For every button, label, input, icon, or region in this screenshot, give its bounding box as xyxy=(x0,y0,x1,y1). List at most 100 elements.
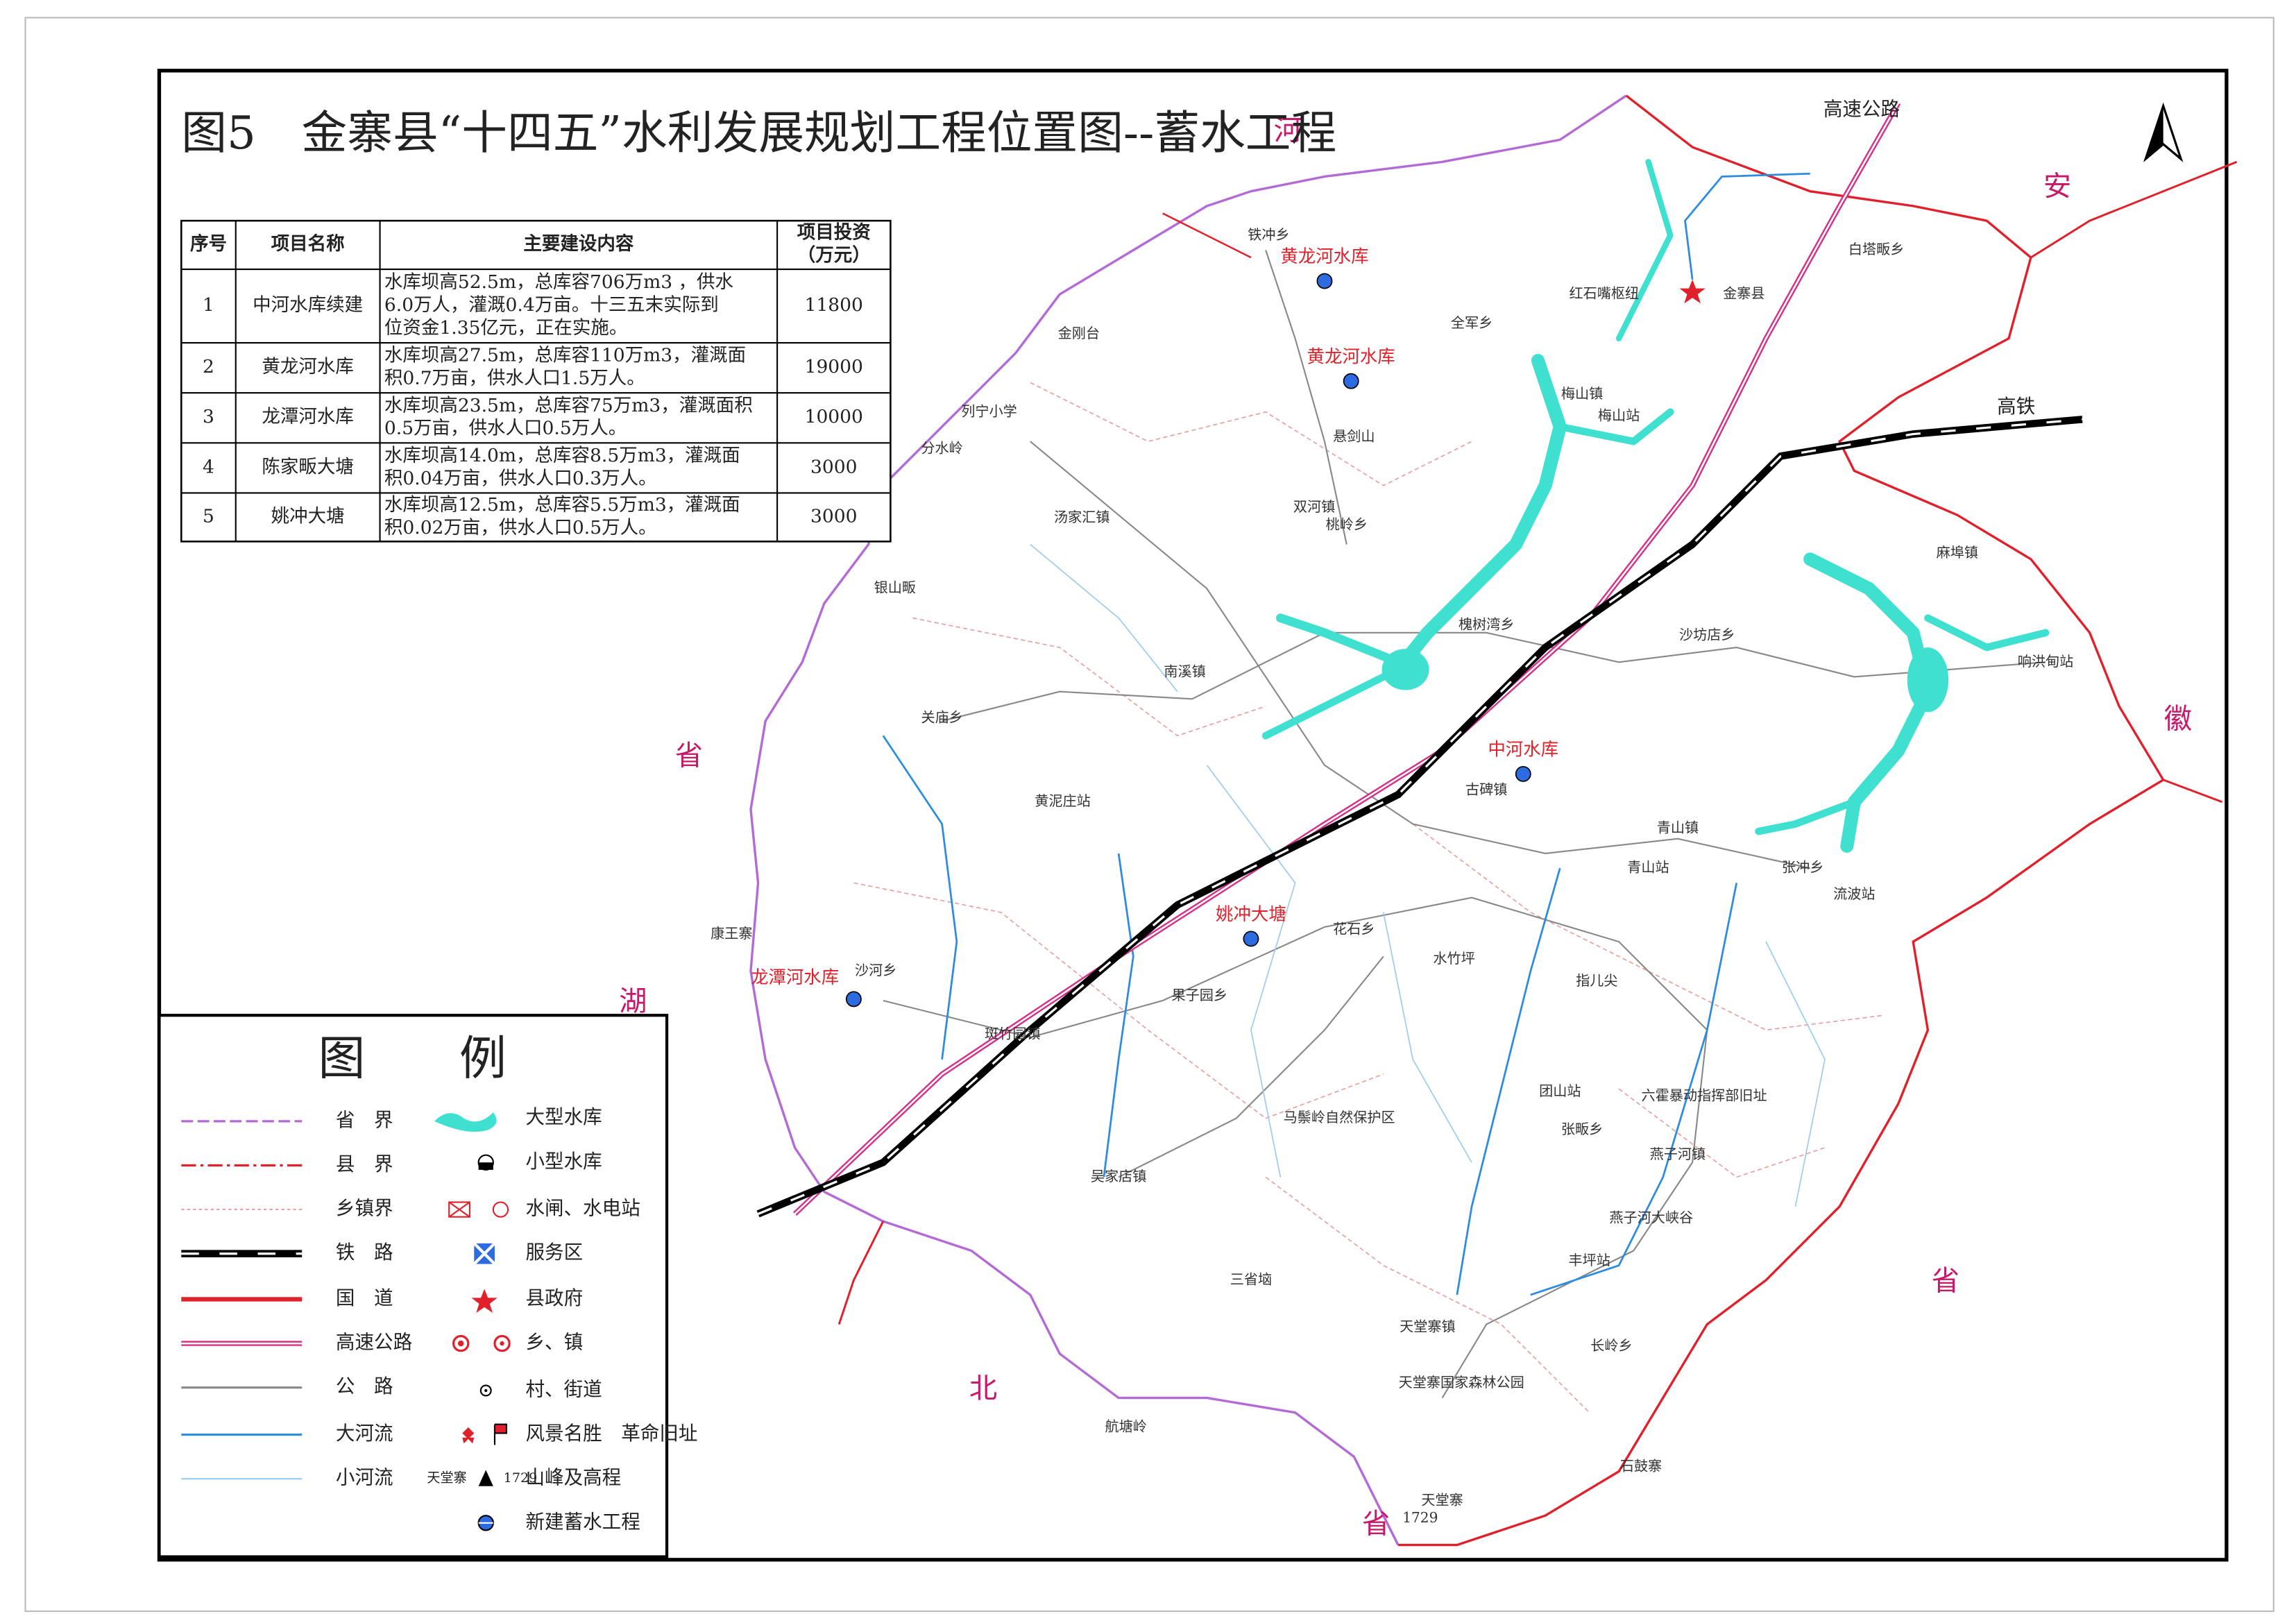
place-label: 金寨县 xyxy=(1723,285,1764,302)
table-cell: 3000 xyxy=(810,505,857,527)
expressway xyxy=(793,101,1901,1216)
reservoir xyxy=(1261,665,1402,740)
large-reservoirs xyxy=(1261,159,2050,853)
place-label: 沙河乡 xyxy=(855,962,896,978)
legend-symbol xyxy=(484,1388,488,1393)
legend-symbol xyxy=(478,1470,493,1486)
region-label: 湖 xyxy=(619,985,647,1018)
legend-label: 省 界 xyxy=(336,1109,393,1131)
road xyxy=(942,631,2046,722)
reservoir-label: 姚冲大塘 xyxy=(1216,903,1286,924)
place-label: 古碑镇 xyxy=(1465,781,1507,797)
table-cell: 姚冲大塘 xyxy=(271,505,345,527)
project-table: 序号 项目名称 主要建设内容 项目投资（万元） 1 中河水库续建水库坝高52.5m，总库容… xyxy=(180,219,892,543)
legend-peak-elevation: 1729 xyxy=(504,1470,538,1486)
legend-label: 服务区 xyxy=(525,1241,583,1264)
place-label: 金刚台 xyxy=(1058,325,1100,341)
legend-label: 山峰及高程 xyxy=(525,1467,621,1489)
place-label: 红石嘴枢纽 xyxy=(1570,285,1640,302)
legend-label: 村、街道 xyxy=(525,1378,602,1400)
outer-frame xyxy=(24,17,2274,1613)
table-cell: 3 xyxy=(203,406,214,427)
place-label: 铁冲乡 xyxy=(1248,226,1289,243)
reservoir xyxy=(1907,647,1949,713)
place-label: 丰坪站 xyxy=(1568,1252,1610,1268)
table-cell: 积0.02万亩，供水人口0.5万人。 xyxy=(384,517,657,538)
legend-symbol xyxy=(434,1112,497,1132)
legend-symbol xyxy=(448,1201,470,1218)
new-project-symbol xyxy=(845,991,862,1008)
road xyxy=(1118,955,1384,1178)
river xyxy=(1103,853,1134,1178)
legend-label: 新建蓄水工程 xyxy=(525,1511,640,1533)
table-cell: 19000 xyxy=(805,356,863,377)
table-cell: 水库坝高52.5m，总库容706万m3 ，供水 xyxy=(384,271,733,293)
region-label: 北 xyxy=(969,1372,997,1404)
place-label: 青山站 xyxy=(1627,859,1669,876)
table-cell: 黄龙河水库 xyxy=(262,356,354,377)
legend-symbol xyxy=(448,1201,470,1218)
small-rivers xyxy=(1030,543,1826,1207)
table-cell: 水库坝高23.5m，总库容75万m3，灌溉面积 xyxy=(384,395,753,416)
county-boundary xyxy=(1397,94,2166,1547)
small-river xyxy=(1765,941,1826,1207)
legend-label: 小型水库 xyxy=(525,1150,602,1173)
legend-title: 图 例 xyxy=(318,1032,507,1087)
place-label: 悬剑山 xyxy=(1333,427,1375,444)
small-river xyxy=(1382,912,1472,1163)
place-label: 燕子河镇 xyxy=(1650,1146,1706,1162)
table-cell: （万元） xyxy=(797,245,871,266)
place-label: 花石乡 xyxy=(1333,921,1375,937)
place-label: 长岭乡 xyxy=(1590,1337,1632,1354)
legend-label: 风景名胜 革命旧址 xyxy=(525,1422,697,1445)
place-label: 六霍暴动指挥部旧址 xyxy=(1642,1087,1767,1103)
legend-label: 乡镇界 xyxy=(336,1198,393,1220)
reservoir xyxy=(1381,649,1429,690)
township-boundary xyxy=(1412,823,1884,1031)
county-boundary xyxy=(837,1221,885,1325)
legend-label: 公 路 xyxy=(336,1375,393,1397)
river xyxy=(882,735,958,1060)
reservoir xyxy=(1275,613,1403,667)
river xyxy=(1684,172,1810,280)
map-labels: 高速公路高铁黄龙河水库黄龙河水库中河水库姚冲大塘龙潭河水库铁冲乡白塔畈乡红石嘴枢… xyxy=(619,99,2192,1540)
place-label: 银山畈 xyxy=(874,579,916,596)
road xyxy=(1030,441,1810,869)
place-label: 三省垴 xyxy=(1230,1271,1272,1287)
county-area xyxy=(750,95,2163,1545)
roads xyxy=(883,250,2046,1399)
legend-symbol xyxy=(471,1289,498,1313)
legend-label: 大型水库 xyxy=(525,1106,602,1128)
railway-line xyxy=(757,418,2083,1215)
table-cell: 3000 xyxy=(810,456,857,477)
table-cell: 项目投资 xyxy=(797,222,871,244)
legend-label: 县 界 xyxy=(336,1153,393,1175)
place-label: 关庙乡 xyxy=(921,708,962,725)
table-cell: 位资金1.35亿元，正在实施。 xyxy=(384,317,628,339)
reservoir-label: 黄龙河水库 xyxy=(1307,346,1395,366)
reservoir-label: 中河水库 xyxy=(1488,738,1558,759)
table-cell: 序号 xyxy=(190,233,227,255)
table-cell: 0.5万亩，供水人口0.5万人。 xyxy=(384,418,627,439)
place-label: 康王寨 xyxy=(711,925,752,942)
township-boundary xyxy=(912,617,1266,737)
place-label: 燕子河大峡谷 xyxy=(1609,1209,1693,1225)
place-label: 指儿尖 xyxy=(1576,972,1617,989)
river xyxy=(1530,883,1738,1296)
railway xyxy=(756,416,2083,1218)
place-label: 沙坊店乡 xyxy=(1679,627,1735,643)
legend-symbol xyxy=(493,1423,507,1445)
place-label: 团山站 xyxy=(1539,1082,1581,1099)
new-project-symbol xyxy=(1343,373,1359,389)
legend-label: 铁 路 xyxy=(336,1241,393,1264)
rivers xyxy=(882,172,1810,1296)
road-label: 高铁 xyxy=(1997,396,2035,418)
reservoir-label: 龙潭河水库 xyxy=(751,967,839,987)
region-label: 省 xyxy=(1362,1508,1390,1540)
reservoir xyxy=(1755,798,1858,835)
county-boundary xyxy=(1162,212,1252,259)
place-label: 吴家店镇 xyxy=(1091,1168,1147,1184)
table-cell: 水库坝高14.0m，总库容8.5万m3，灌溉面 xyxy=(384,445,740,466)
